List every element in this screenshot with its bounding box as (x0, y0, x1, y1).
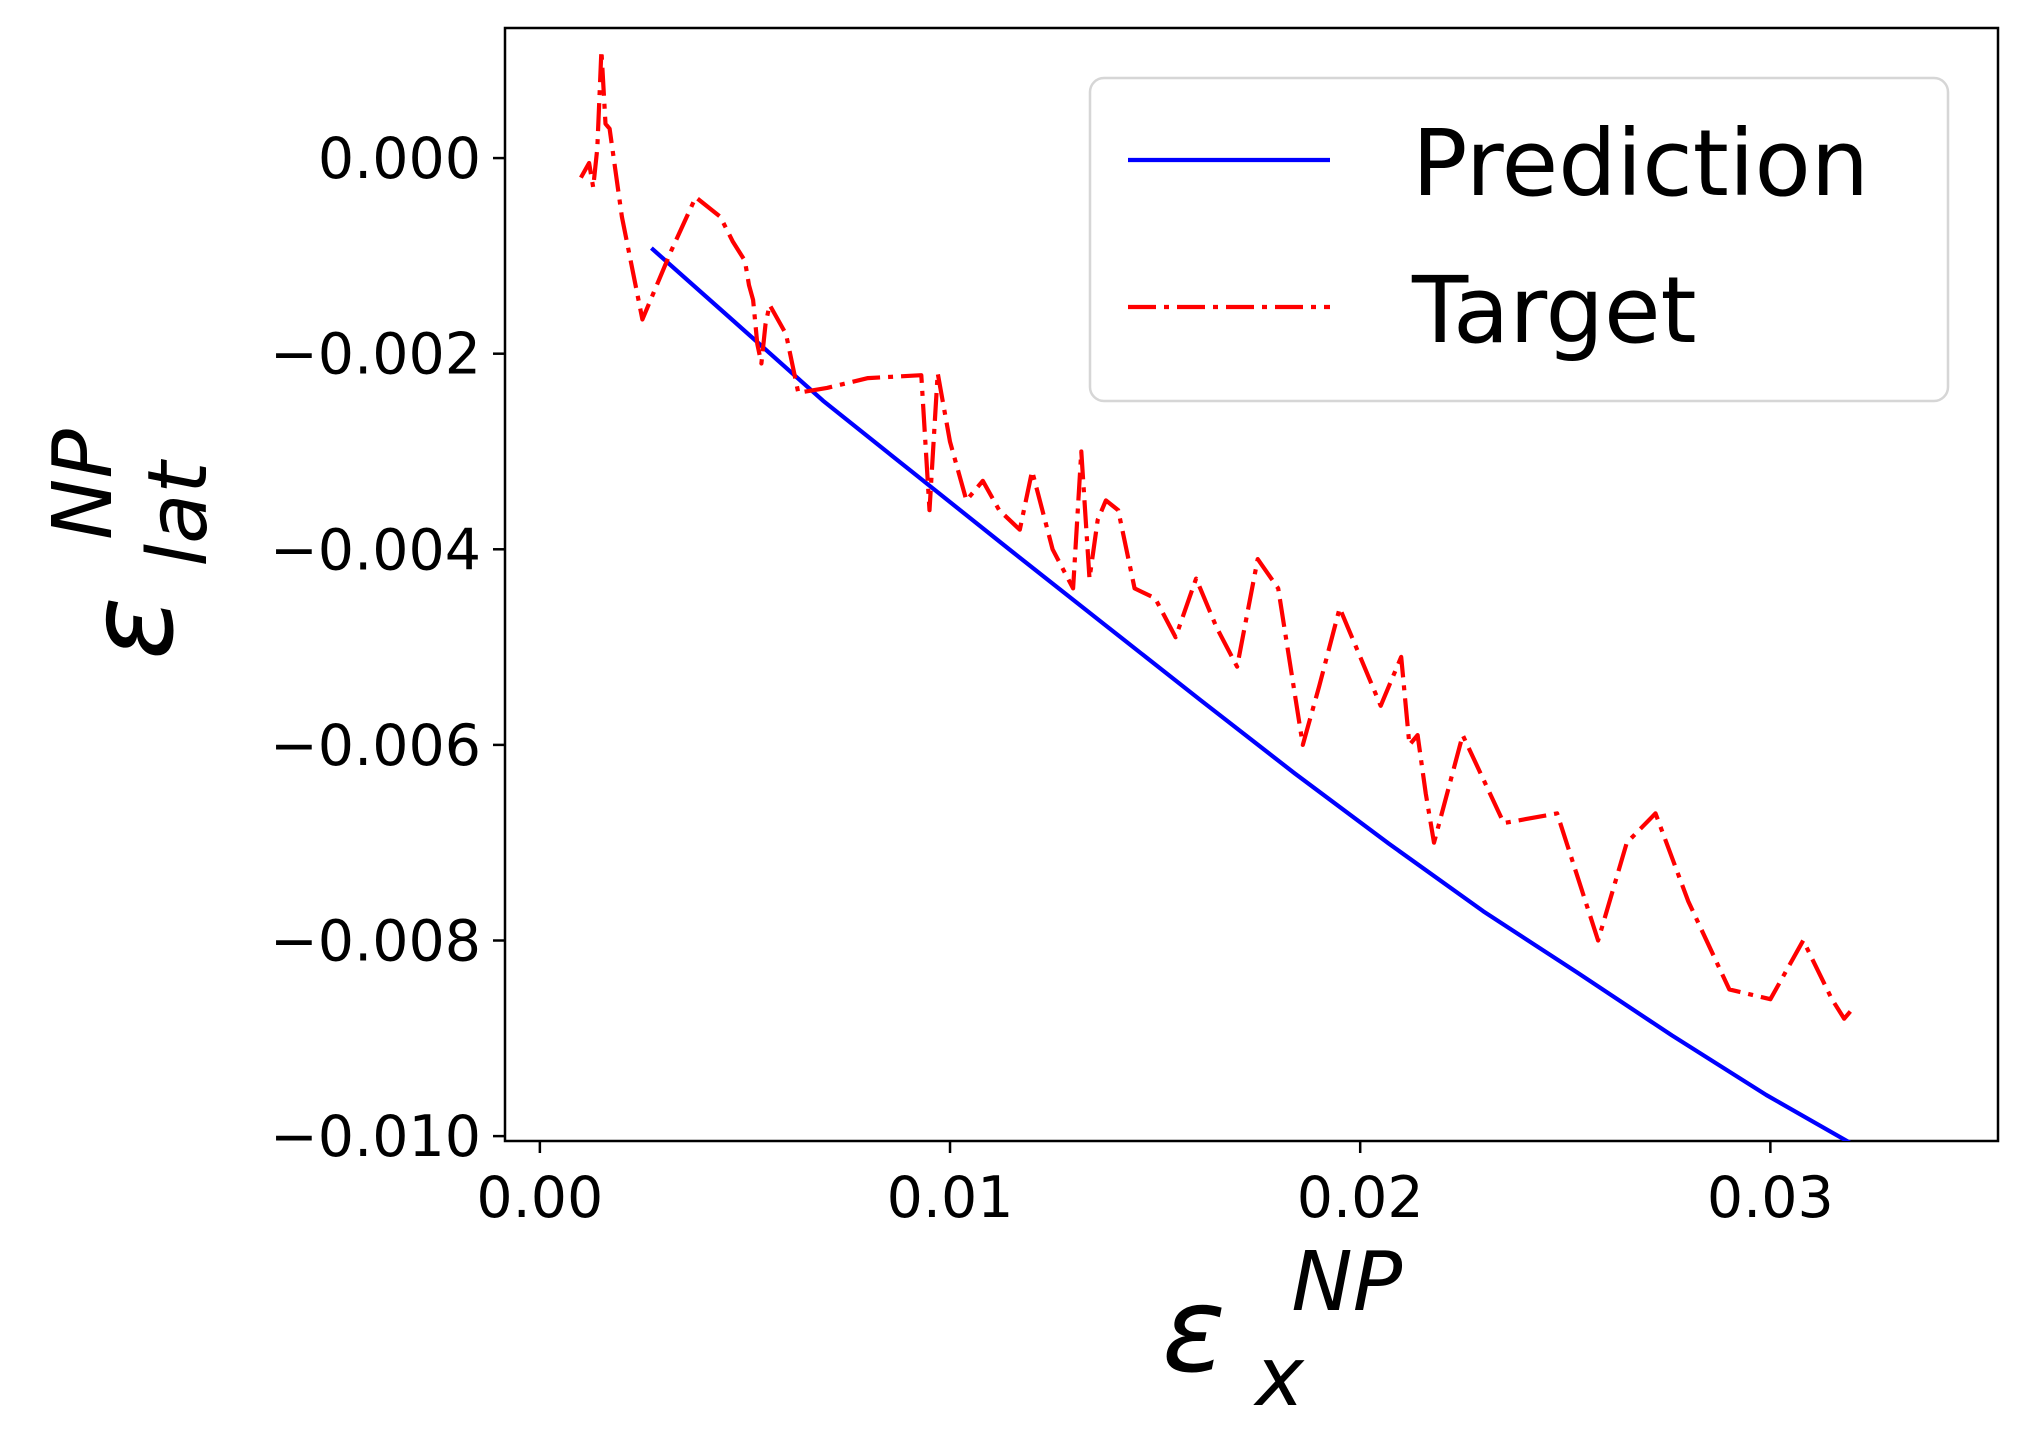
x-axis-label-superscript: NP (1291, 1235, 1402, 1330)
x-tick-label: 0.03 (1707, 1165, 1834, 1231)
plot-area-frame (503, 26, 2000, 1143)
legend-label-target: Target (1411, 257, 1697, 364)
y-axis-ticks: 0.000 −0.002 −0.004 −0.006 −0.008 −0.010 (270, 126, 505, 1170)
y-tick-label: −0.008 (270, 909, 481, 975)
y-tick-label: −0.004 (270, 517, 481, 583)
y-tick-label: −0.002 (270, 322, 481, 388)
x-axis-ticks: 0.00 0.01 0.02 0.03 (476, 1141, 1834, 1231)
x-tick-label: 0.01 (887, 1165, 1014, 1231)
series-line-prediction (650, 246, 1852, 1141)
y-tick-label: 0.000 (318, 126, 481, 192)
y-axis-label-subscript: lat (131, 459, 226, 567)
x-axis-label-symbol: ε (1162, 1261, 1226, 1399)
series-layer (579, 48, 1855, 1141)
y-tick-label: −0.010 (270, 1104, 481, 1170)
legend: Prediction Target (1088, 76, 1950, 403)
x-axis-label-subscript: x (1252, 1330, 1305, 1425)
y-axis-label: ε lat NP (36, 424, 234, 660)
y-axis-label-symbol: ε (62, 596, 200, 660)
legend-label-prediction: Prediction (1412, 110, 1869, 217)
y-tick-label: −0.006 (270, 713, 481, 779)
x-tick-label: 0.02 (1297, 1165, 1424, 1231)
x-tick-label: 0.00 (476, 1165, 603, 1231)
y-axis-label-superscript: NP (36, 429, 131, 540)
series-line-target (579, 48, 1855, 1021)
x-axis-label: ε x NP (1162, 1235, 1403, 1433)
